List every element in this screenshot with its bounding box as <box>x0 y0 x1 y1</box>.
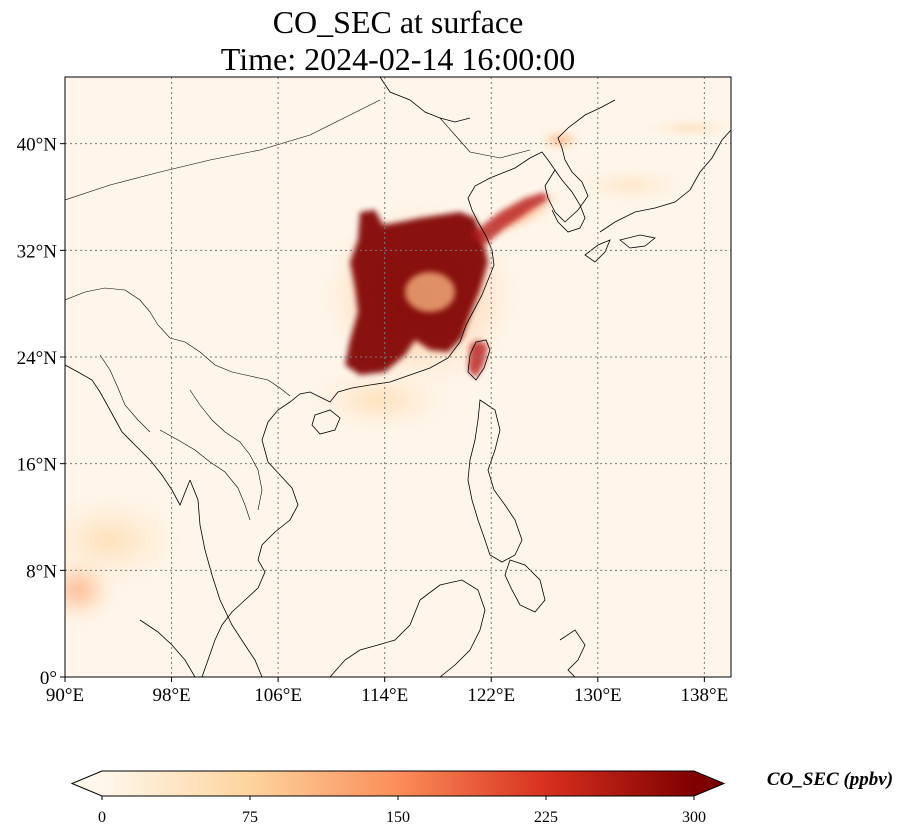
colorbar-tick-label-75: 75 <box>242 809 258 826</box>
tick-label-lat-24: 24°N <box>17 348 58 369</box>
country-borders <box>65 99 531 521</box>
tick-label-lon-114: 114°E <box>361 685 408 706</box>
border-northeast <box>439 117 531 159</box>
tick-label-lon-122: 122°E <box>467 685 515 706</box>
plume-hole <box>405 272 455 312</box>
coast-japan-kyushu <box>584 239 611 263</box>
coast-luzon <box>467 399 523 563</box>
coast-bohai-korea <box>467 99 616 223</box>
coast-japan-shikoku <box>619 234 656 249</box>
border-china-south <box>65 287 291 397</box>
colorbar-ticks: 0 75 150 225 300 <box>98 796 706 826</box>
colorbar-tick-label-300: 300 <box>682 809 706 826</box>
tick-label-lon-138: 138°E <box>681 685 729 706</box>
coast-sumatra <box>139 619 196 677</box>
border-myanmar <box>99 354 151 433</box>
border-mongolia <box>65 99 381 201</box>
tick-label-lon-106: 106°E <box>254 685 302 706</box>
tick-label-lon-130: 130°E <box>574 685 622 706</box>
plot-title: CO_SEC at surface <box>272 4 524 40</box>
plume-west-edge <box>65 560 113 620</box>
coast-korea <box>551 169 586 233</box>
plume-korea <box>540 130 580 150</box>
plume-east-sea <box>575 173 685 197</box>
colorbar-label: CO_SEC (ppbv) <box>766 769 894 790</box>
coast-borneo-west <box>329 599 421 677</box>
plot-time-subtitle: Time: 2024-02-14 16:00:00 <box>220 41 576 77</box>
plume-taiwan <box>468 340 488 378</box>
coast-myanmar <box>65 364 191 506</box>
longitude-ticks: 90°E 98°E 106°E 114°E 122°E 130°E 138°E <box>46 677 728 706</box>
coast-taiwan <box>467 339 491 381</box>
coast-mainland <box>201 209 495 677</box>
tick-label-lat-0: 0° <box>40 668 57 689</box>
coast-sulawesi <box>559 629 586 677</box>
plume-japan-sea <box>645 120 731 136</box>
plume-bay-of-bengal <box>65 495 180 585</box>
tick-label-lon-90: 90°E <box>46 685 84 706</box>
concentration-field <box>65 120 731 620</box>
plume-south-coast <box>310 370 450 430</box>
colorbar-tick-label-225: 225 <box>534 809 558 826</box>
coastlines <box>65 77 731 677</box>
border-thailand <box>159 429 251 521</box>
colorbar-tick-label-150: 150 <box>386 809 410 826</box>
tick-label-lat-40: 40°N <box>17 135 58 156</box>
coast-japan-honshu <box>599 129 731 233</box>
map-frame <box>64 76 732 678</box>
colorbar: 0 75 150 225 300 <box>70 770 726 826</box>
coast-hainan <box>311 409 341 435</box>
coast-malay <box>189 479 263 677</box>
plume-ne-arm <box>470 192 548 245</box>
tick-label-lon-98: 98°E <box>152 685 190 706</box>
tick-label-lat-32: 32°N <box>17 241 58 262</box>
colorbar-gradient <box>102 771 694 796</box>
coast-borneo <box>419 579 486 677</box>
border-laos-vietnam <box>189 389 263 511</box>
colorbar-min-extension <box>72 771 102 796</box>
colorbar-tick-label-0: 0 <box>98 809 106 826</box>
colorbar-max-extension <box>694 771 724 796</box>
tick-label-lat-8: 8°N <box>26 561 57 582</box>
coast-north <box>379 77 471 123</box>
latitude-ticks: 0° 8°N 16°N 24°N 32°N 40°N <box>17 135 65 689</box>
tick-label-lat-16: 16°N <box>17 455 58 476</box>
